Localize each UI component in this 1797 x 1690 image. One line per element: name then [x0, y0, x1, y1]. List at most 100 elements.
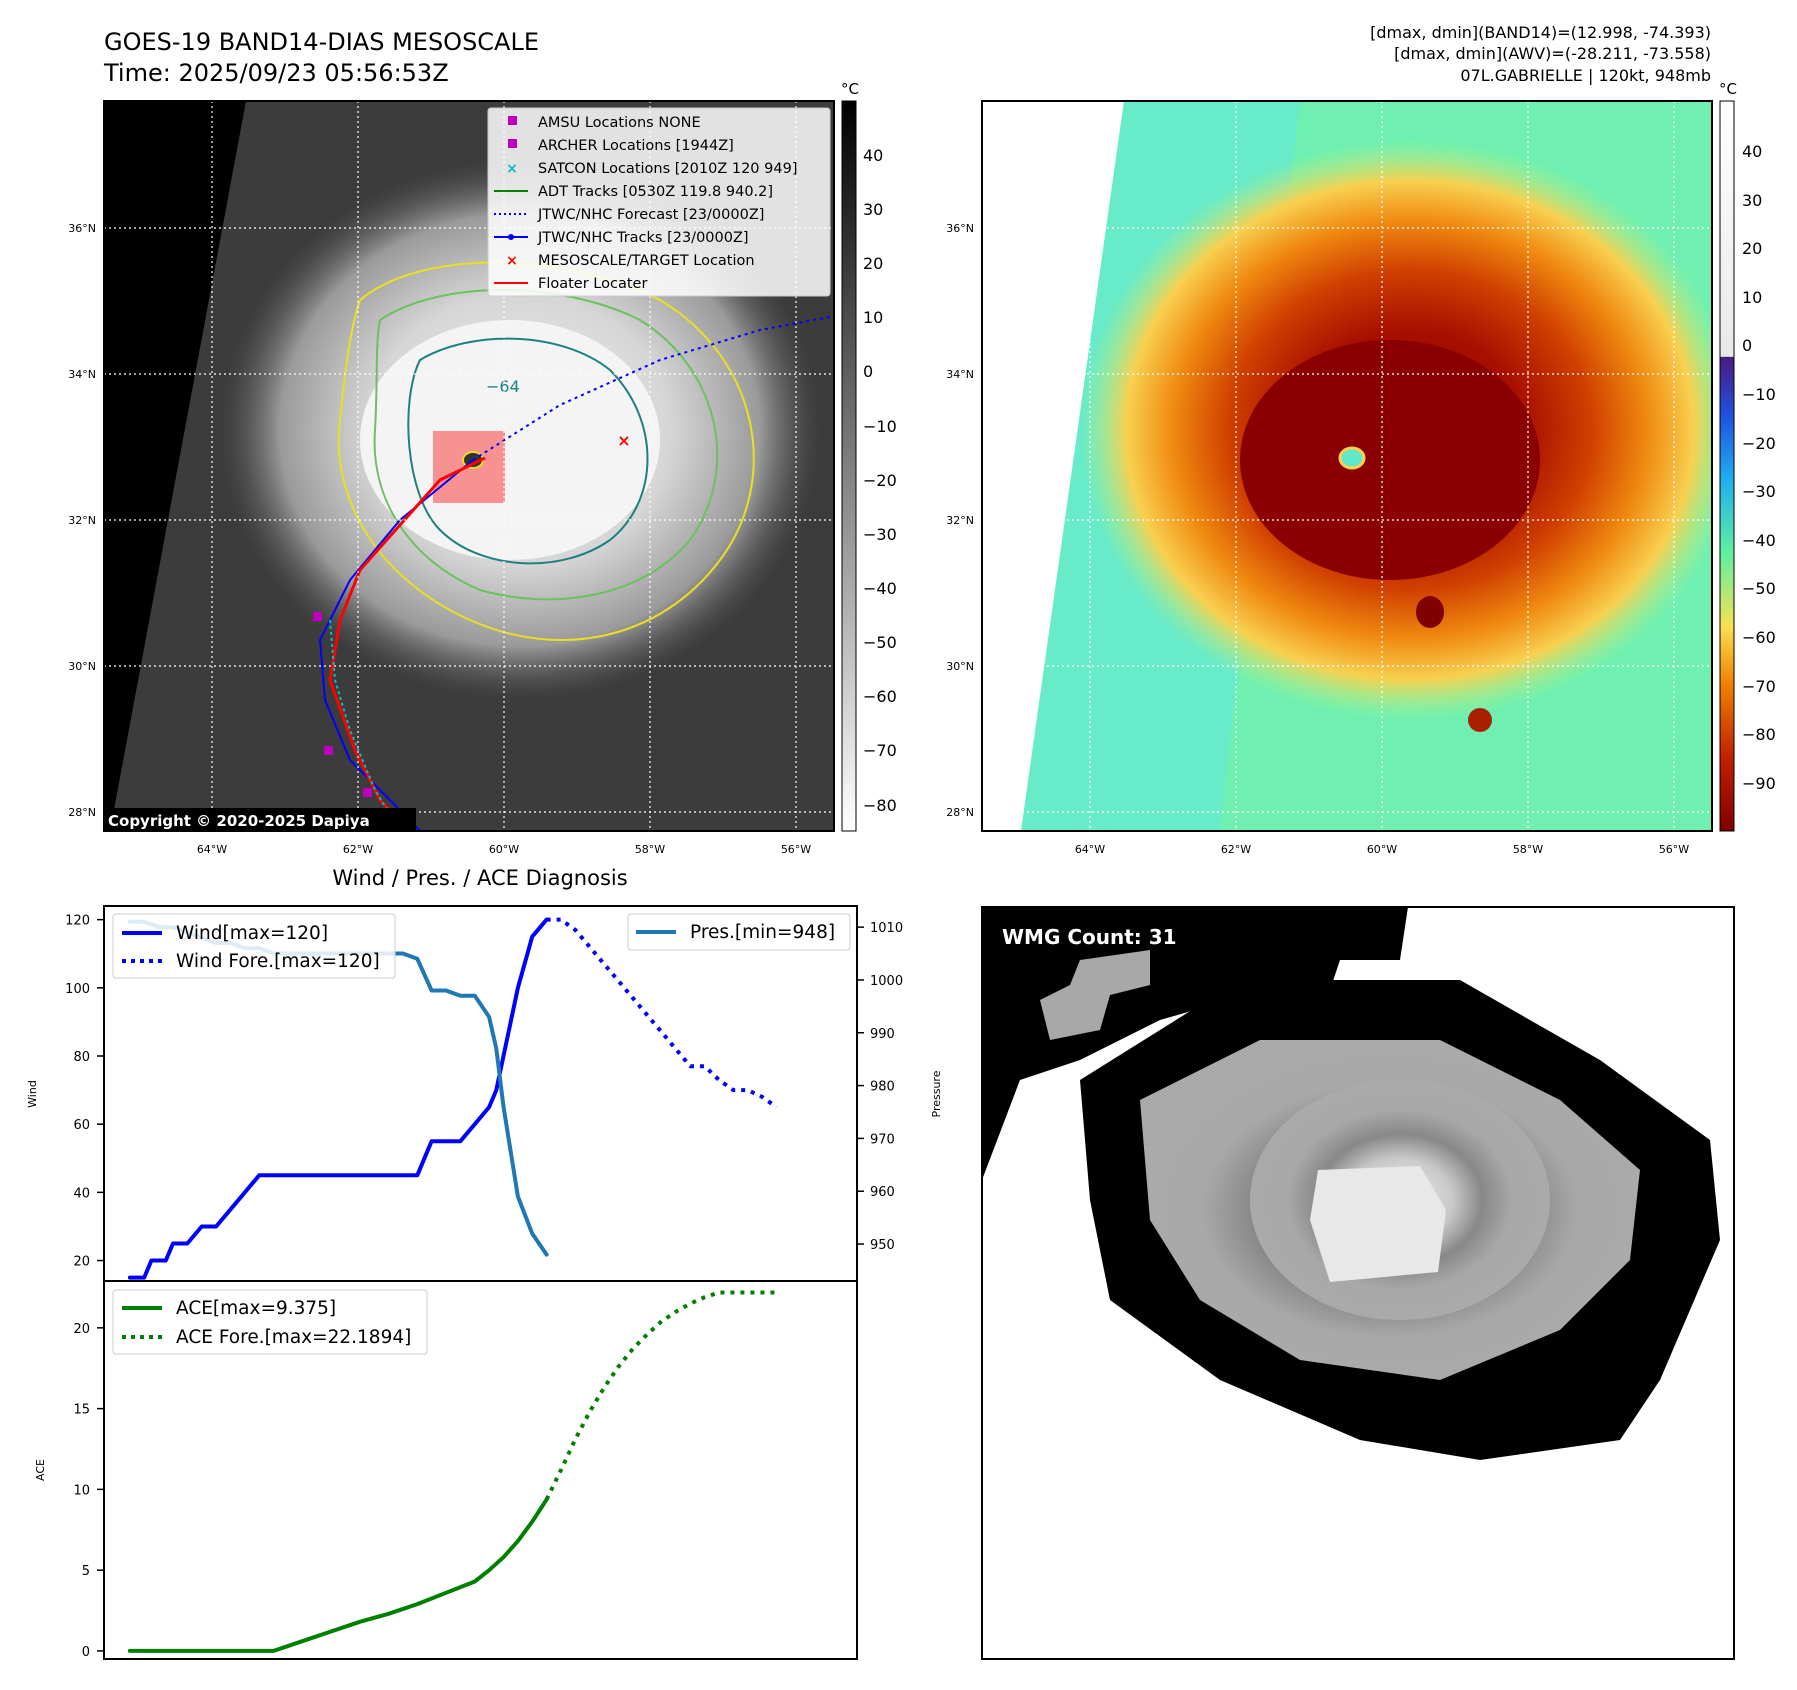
- legend-tracks-label: JTWC/NHC Tracks [23/0000Z]: [537, 230, 749, 246]
- wind-legend-label: Wind[max=120]: [176, 923, 328, 944]
- diagnosis-title: Wind / Pres. / ACE Diagnosis: [332, 866, 627, 890]
- color-tick: 0: [1742, 336, 1752, 355]
- wind-line: [127, 917, 549, 1280]
- wind-tick-label: 120: [65, 914, 90, 929]
- wind-legend: Wind[max=120] Wind Fore.[max=120]: [112, 913, 396, 979]
- gray-colorbar-unit: °C: [841, 80, 859, 98]
- lon-label: 60°W: [489, 843, 519, 856]
- lat-label: 30°N: [946, 660, 974, 673]
- ace-series-group: [127, 1290, 777, 1653]
- gray-tick: 0: [863, 362, 873, 381]
- gray-tick: −80: [863, 796, 897, 815]
- color-map-no-data-region: [982, 101, 1124, 831]
- pressure-tick-label: 980: [870, 1080, 895, 1095]
- lon-label: 58°W: [635, 843, 665, 856]
- color-tick: −40: [1742, 531, 1776, 550]
- legend-amsu-icon: [508, 116, 517, 125]
- wind-tick-label: 20: [73, 1255, 90, 1270]
- lat-label: 36°N: [946, 222, 974, 235]
- gray-tick: −20: [863, 471, 897, 490]
- pressure-tick-label: 960: [870, 1185, 895, 1200]
- contour-green: [373, 289, 719, 601]
- color-band-cell: [1416, 596, 1444, 628]
- pressure-legend-label: Pres.[min=948]: [690, 922, 835, 943]
- info-line-2: [dmax, dmin](AWV)=(-28.211, -73.558): [1394, 44, 1711, 63]
- legend-archer-label: ARCHER Locations [1944Z]: [538, 138, 734, 154]
- wind-axis-label: Wind: [26, 1080, 39, 1108]
- lon-label: 56°W: [781, 843, 811, 856]
- legend-adt-label: ADT Tracks [0530Z 119.8 940.2]: [538, 184, 773, 200]
- lat-label: 28°N: [946, 806, 974, 819]
- gray-map-frame: [103, 100, 835, 832]
- legend-amsu-label: AMSU Locations NONE: [538, 115, 701, 131]
- legend-tracks-dot: [508, 234, 514, 240]
- legend-floater-label: Floater Locater: [538, 276, 647, 292]
- copyright-box: [104, 808, 416, 831]
- info-line-1: [dmax, dmin](BAND14)=(12.998, -74.393): [1370, 23, 1711, 42]
- map-legend: AMSU Locations NONE ARCHER Locations [19…: [487, 107, 831, 297]
- legend-mesoscale-icon: ×: [506, 253, 518, 269]
- lat-label: 36°N: [68, 222, 96, 235]
- lat-label: 34°N: [946, 368, 974, 381]
- ace-fore-legend-label: ACE Fore.[max=22.1894]: [176, 1327, 411, 1348]
- gray-tick: −60: [863, 687, 897, 706]
- color-band-cell: [1468, 708, 1492, 732]
- color-colorbar-ticks: 40 30 20 10 0 −10 −20 −30 −40 −50 −60 −7…: [1742, 142, 1776, 793]
- color-tick: −20: [1742, 434, 1776, 453]
- color-cdo: [1240, 340, 1540, 580]
- color-eye: [1338, 446, 1366, 470]
- wmg-count-label: WMG Count: 31: [1002, 925, 1177, 949]
- forecast-track: [472, 315, 834, 461]
- gray-ir-map: −64 × AMSU Locations NONE ARCHER Locatio…: [104, 101, 834, 831]
- gray-tick: 10: [863, 308, 883, 327]
- color-colorbar-unit: °C: [1719, 80, 1737, 98]
- lon-label: 60°W: [1367, 843, 1397, 856]
- legend-mesoscale-label: MESOSCALE/TARGET Location: [538, 253, 755, 269]
- color-colorbar: [1719, 100, 1735, 832]
- archer-marker: [324, 746, 333, 755]
- legend-satcon-icon: ×: [506, 161, 518, 177]
- wmg-gray-patch: [1040, 950, 1150, 1040]
- title-line-2: Time: 2025/09/23 05:56:53Z: [103, 59, 449, 87]
- ace-tick-label: 15: [73, 1403, 90, 1418]
- lat-label: 34°N: [68, 368, 96, 381]
- pressure-tick-label: 990: [870, 1027, 895, 1042]
- color-tick: −30: [1742, 482, 1776, 501]
- color-tick: −80: [1742, 725, 1776, 744]
- gray-tick: −10: [863, 417, 897, 436]
- gray-tick: −40: [863, 579, 897, 598]
- gray-map-no-data-region: [104, 101, 246, 831]
- lat-label: 32°N: [946, 514, 974, 527]
- wind-fore-legend-label: Wind Fore.[max=120]: [176, 951, 380, 972]
- wind-tick-label: 100: [65, 982, 90, 997]
- gray-tick: −70: [863, 741, 897, 760]
- archer-marker: [313, 612, 322, 621]
- lat-label: 28°N: [68, 806, 96, 819]
- gray-tick: 40: [863, 146, 883, 165]
- pressure-legend: Pres.[min=948]: [627, 913, 851, 951]
- ace-tick-label: 10: [73, 1483, 90, 1498]
- color-tick: −70: [1742, 677, 1776, 696]
- legend-forecast-label: JTWC/NHC Forecast [23/0000Z]: [537, 207, 764, 223]
- gray-tick: 20: [863, 254, 883, 273]
- title-line-1: GOES-19 BAND14-DIAS MESOSCALE: [104, 28, 539, 56]
- ace-legend-label: ACE[max=9.375]: [176, 1298, 336, 1319]
- contour-teal: [407, 337, 649, 565]
- legend-satcon-label: SATCON Locations [2010Z 120 949]: [538, 161, 797, 177]
- info-line-3: 07L.GABRIELLE | 120kt, 948mb: [1460, 66, 1711, 85]
- gray-colorbar-ticks: 40 30 20 10 0 −10 −20 −30 −40 −50 −60 −7…: [863, 146, 897, 815]
- color-ir-map: [982, 101, 1712, 831]
- ace-y-ticks: 0 5 10 15 20: [73, 1322, 104, 1660]
- wind-y-ticks: 20 40 60 80 100 120: [65, 914, 104, 1270]
- lon-label: 62°W: [1221, 843, 1251, 856]
- wind-pressure-chart: Wind Pressure 20 40 60 80 100 120 950 960 970 98…: [26, 905, 943, 1282]
- color-tick: 30: [1742, 191, 1762, 210]
- ace-legend: ACE[max=9.375] ACE Fore.[max=22.1894]: [112, 1289, 428, 1355]
- lat-label: 32°N: [68, 514, 96, 527]
- wind-tick-label: 80: [73, 1050, 90, 1065]
- best-track: [318, 459, 474, 831]
- archer-marker: [363, 788, 372, 797]
- lon-label: 56°W: [1659, 843, 1689, 856]
- legend-archer-icon: [508, 139, 517, 148]
- wmg-frame: [981, 906, 1735, 1660]
